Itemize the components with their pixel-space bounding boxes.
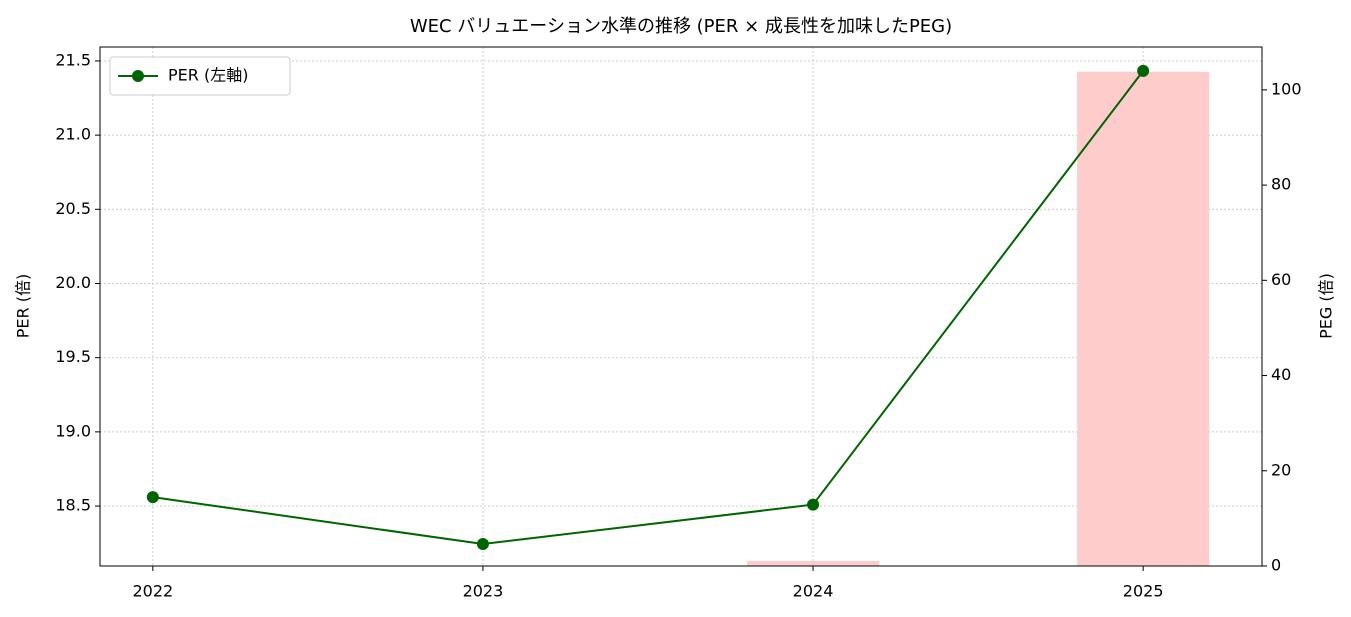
y2-tick-label: 60: [1271, 270, 1291, 289]
y-tick-label: 19.5: [55, 347, 91, 366]
y2-axis-label: PEG (倍): [1317, 273, 1336, 339]
y-tick-label: 21.0: [55, 125, 91, 144]
y-tick-label: 20.5: [55, 199, 91, 218]
y-tick-label: 21.5: [55, 50, 91, 69]
line: [152, 70, 1144, 546]
chart-title: WEC バリュエーション水準の推移 (PER × 成長性を加味したPEG): [410, 16, 952, 37]
y2-tick-label: 100: [1271, 79, 1302, 98]
marker: [476, 538, 489, 551]
y-tick-label: 18.5: [55, 496, 91, 515]
marker: [807, 498, 820, 511]
plot-frame: [99, 46, 1263, 567]
marker: [1137, 64, 1150, 77]
x-tick-label: 2025: [1123, 582, 1164, 601]
x-tick-label: 2023: [463, 582, 504, 601]
y2-tick-label: 0: [1271, 556, 1281, 575]
marker: [146, 491, 159, 504]
x-tick-label: 2022: [132, 582, 173, 601]
y2-tick-label: 20: [1271, 460, 1291, 479]
legend-label: PER (左軸): [168, 66, 248, 85]
y-tick-label: 19.0: [55, 421, 91, 440]
y2-tick-label: 80: [1271, 175, 1291, 194]
legend-box: [109, 56, 291, 96]
bar: [747, 561, 880, 566]
y-axis-label: PER (倍): [14, 274, 33, 338]
y2-tick-label: 40: [1271, 365, 1291, 384]
y-tick-label: 20.0: [55, 273, 91, 292]
bar: [1077, 71, 1210, 566]
x-tick-label: 2024: [793, 582, 834, 601]
legend-marker: [132, 70, 144, 82]
